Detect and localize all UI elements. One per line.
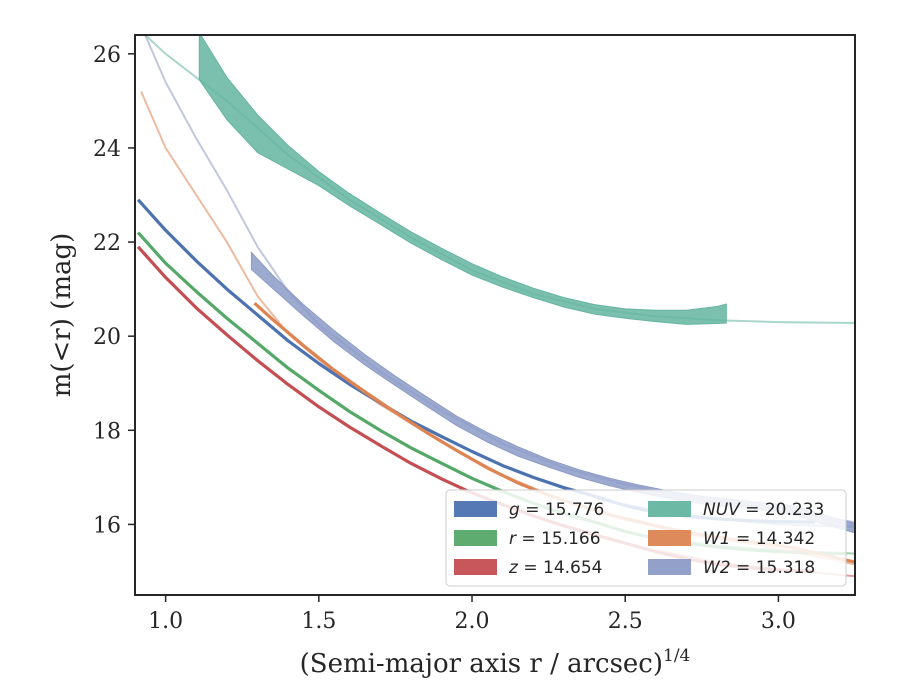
ticks-layer: 1.0 1.5 2.0 2.5 3.0 16 18 20 22 24 26	[93, 43, 796, 634]
legend-value-w1: 14.342	[756, 529, 815, 549]
legend-value-z: 14.654	[543, 558, 602, 578]
x-axis-label: (Semi-major axis r / arcsec)1/4	[300, 646, 691, 679]
x-tick-label: 3.0	[761, 609, 796, 634]
legend-swatch-r	[454, 530, 497, 546]
legend-swatch-nuv	[648, 501, 691, 517]
legend-swatch-w1	[648, 530, 691, 546]
legend-value-g: 15.776	[545, 500, 604, 520]
series-w2-band	[250, 251, 855, 534]
legend-equals: =	[740, 500, 765, 520]
legend-value-nuv: 20.233	[765, 500, 824, 520]
legend-swatch-g	[454, 501, 497, 517]
legend-swatch-w2	[648, 559, 691, 575]
legend-label-nuv: NUV = 20.233	[703, 500, 824, 520]
y-tick-label: 22	[93, 231, 121, 256]
x-tick-label: 2.0	[455, 609, 490, 634]
x-axis-label-exponent: 1/4	[663, 646, 690, 666]
legend-variable-z: z	[508, 558, 519, 578]
legend-label-r: r = 15.166	[509, 529, 601, 549]
x-tick-label: 1.0	[148, 609, 183, 634]
x-tick-label: 2.5	[608, 609, 643, 634]
y-tick-label: 20	[93, 325, 121, 350]
legend-variable-w2: W2	[703, 558, 731, 578]
legend-equals: =	[731, 558, 756, 578]
legend: g = 15.776 r = 15.166 z = 14.654 NUV = 20.2…	[445, 489, 847, 587]
legend-label-g: g = 15.776	[509, 500, 604, 520]
legend-label-z: z = 14.654	[508, 558, 602, 578]
legend-equals: =	[518, 558, 543, 578]
legend-label-w2: W2 = 15.318	[703, 558, 815, 578]
legend-value-w2: 15.318	[756, 558, 815, 578]
x-tick-label: 1.5	[301, 609, 336, 634]
legend-frame	[445, 489, 847, 587]
legend-equals: =	[520, 500, 545, 520]
series-nuv-band	[198, 35, 727, 325]
y-tick-label: 18	[93, 419, 121, 444]
legend-swatch-z	[454, 559, 497, 575]
y-tick-label: 16	[93, 513, 121, 538]
legend-equals: =	[516, 529, 541, 549]
y-tick-label: 26	[93, 43, 121, 68]
y-axis-label: m(<r) (mag)	[47, 233, 77, 398]
legend-variable-nuv: NUV	[703, 500, 741, 520]
y-tick-label: 24	[93, 137, 121, 162]
legend-variable-r: r	[509, 529, 517, 549]
legend-variable-g: g	[509, 500, 520, 520]
legend-value-r: 15.166	[541, 529, 600, 549]
legend-label-w1: W1 = 14.342	[703, 529, 815, 549]
legend-equals: =	[731, 529, 756, 549]
plot-frame	[134, 34, 856, 596]
legend-variable-w1: W1	[703, 529, 731, 549]
